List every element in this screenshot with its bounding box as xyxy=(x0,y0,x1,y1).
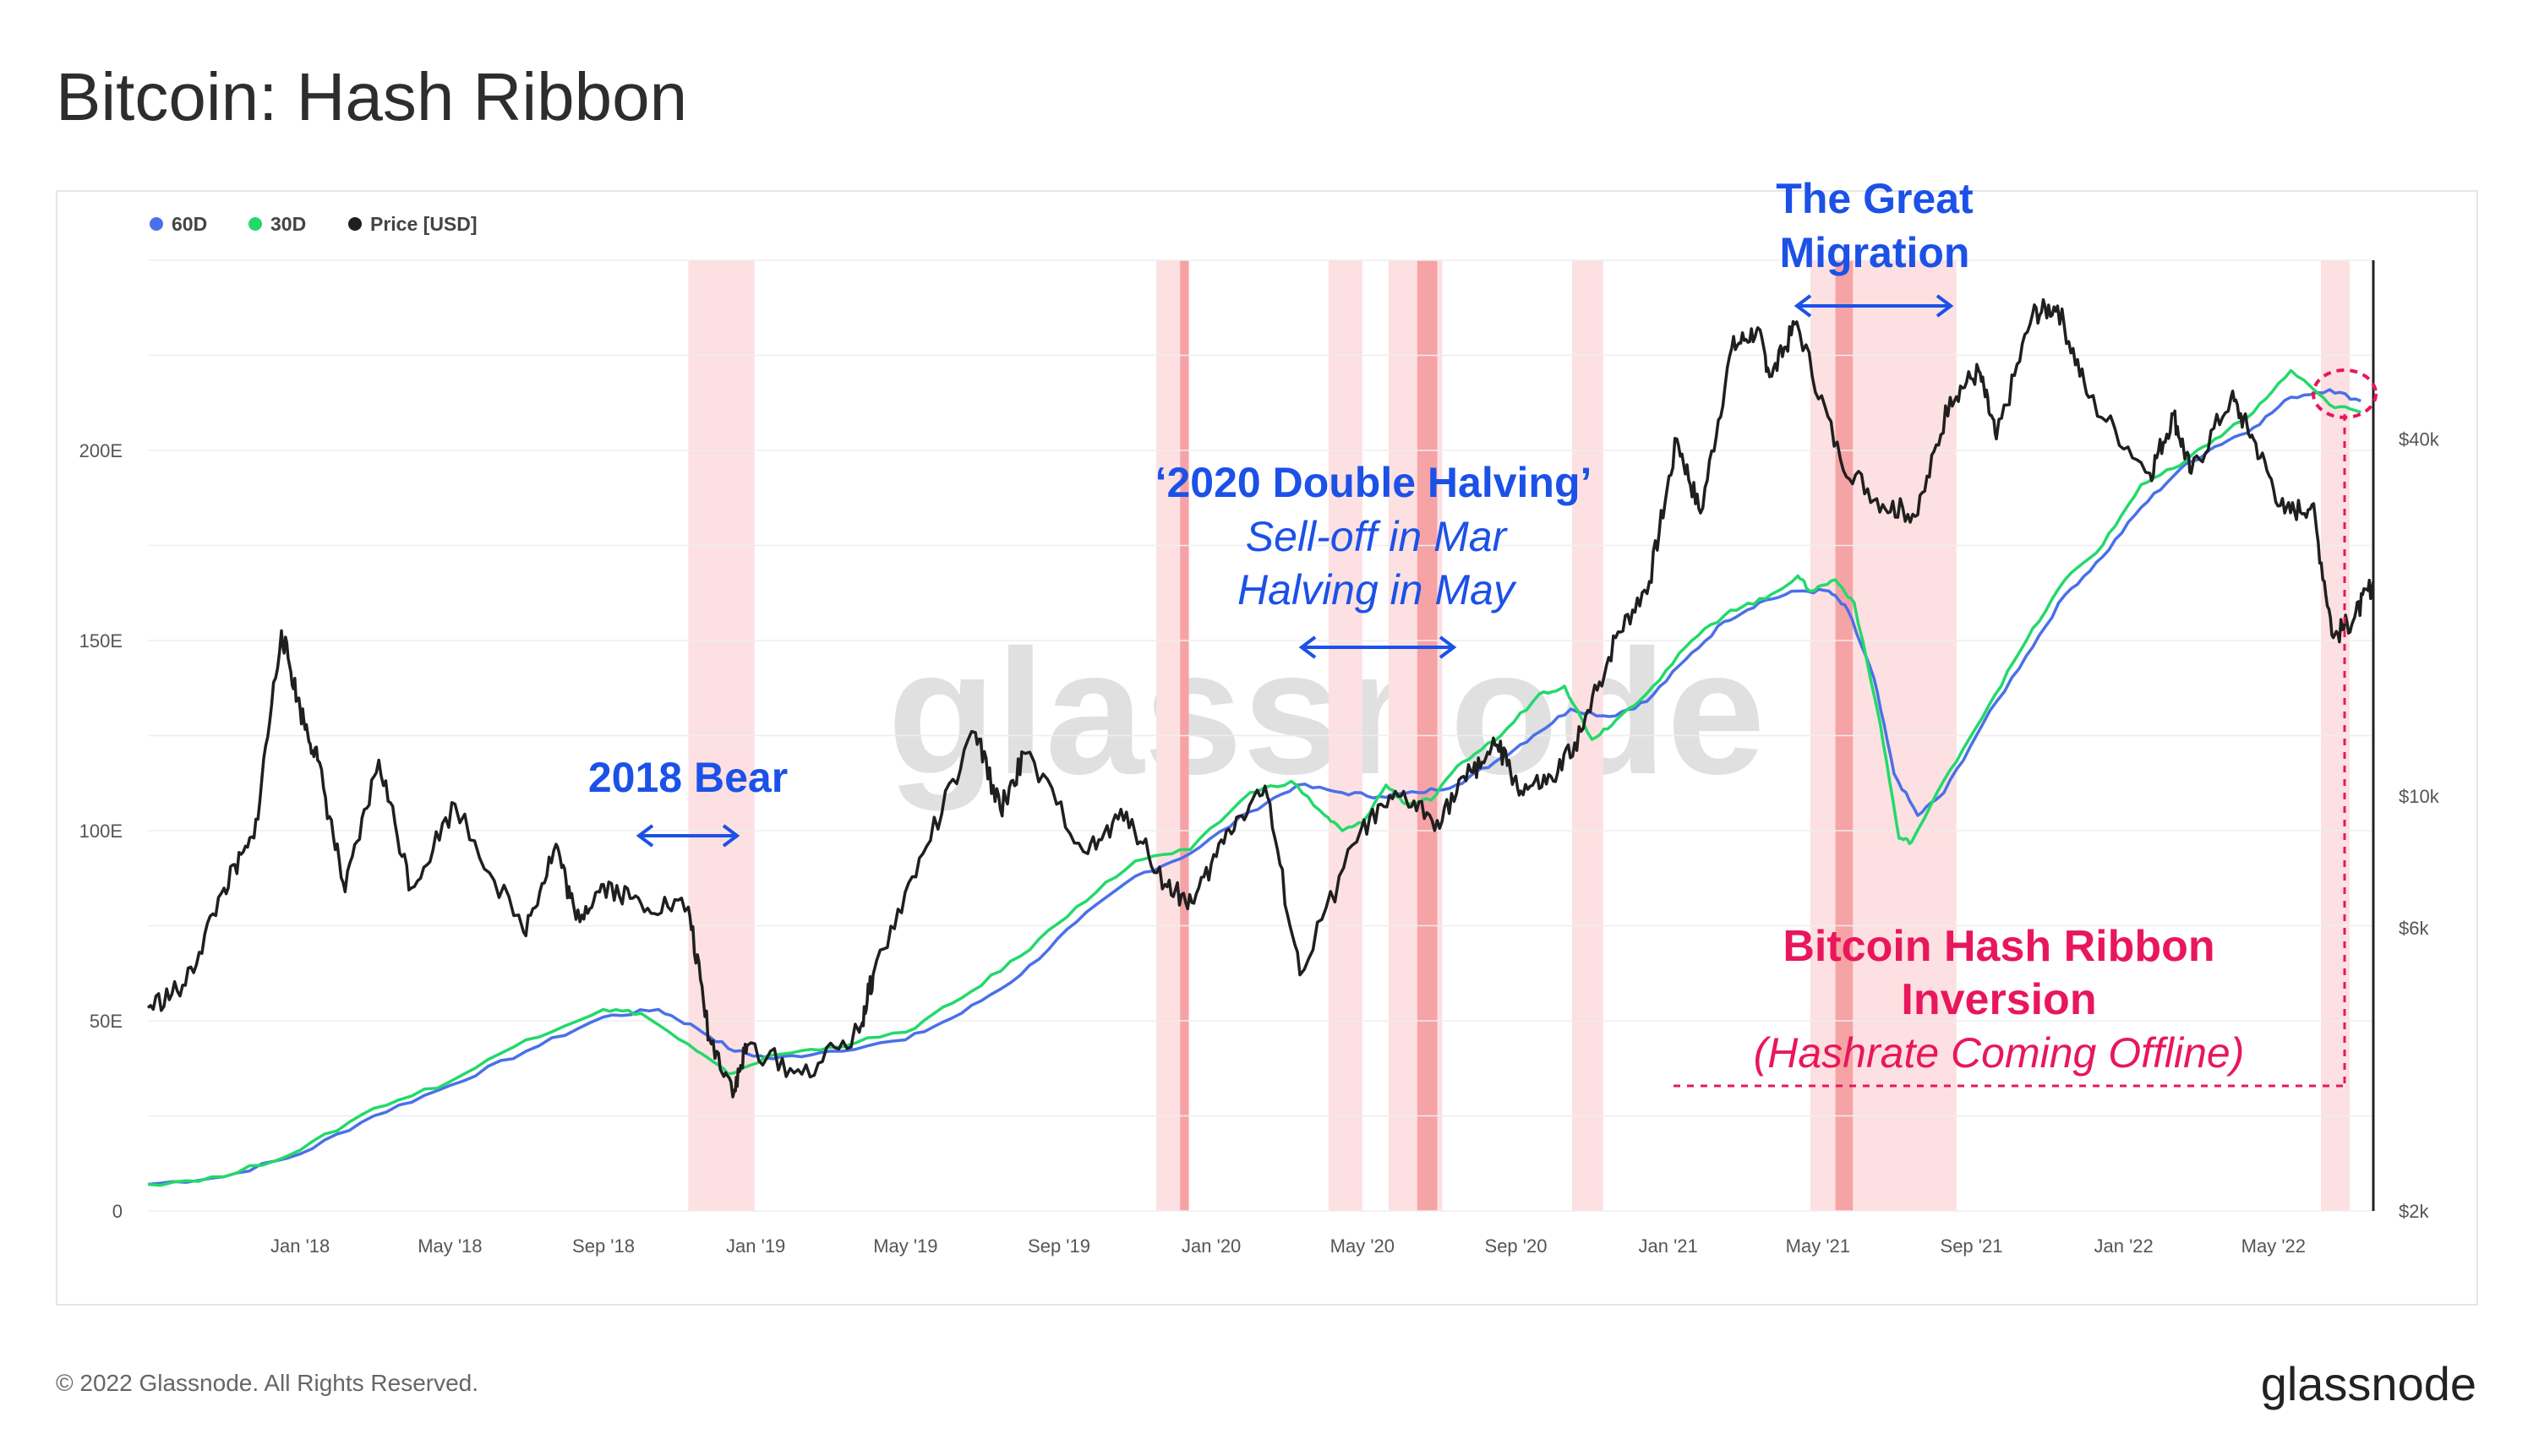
legend-item-60d[interactable]: 60D xyxy=(150,213,207,235)
annotation-2020-halving: ‘2020 Double Halving’ Sell-off in Mar Ha… xyxy=(1155,459,1592,659)
annotation-inversion: Bitcoin Hash Ribbon Inversion (Hashrate … xyxy=(1674,368,2378,1088)
annotation-inversion-line1: Bitcoin Hash Ribbon xyxy=(1783,922,2214,971)
legend-label-30d: 30D xyxy=(270,213,306,235)
copyright-text: © 2022 Glassnode. All Rights Reserved. xyxy=(56,1370,478,1396)
x-tick-label: Sep '19 xyxy=(1028,1235,1090,1257)
x-tick-label: Sep '18 xyxy=(572,1235,635,1257)
legend-dot-60d xyxy=(150,217,163,231)
annotation-inversion-line2: Inversion xyxy=(1901,975,2096,1024)
legend: 60D 30D Price [USD] xyxy=(150,213,478,235)
series-line-30d xyxy=(147,368,2361,1187)
arrow-right-icon xyxy=(1439,635,1457,659)
y-left-tick-label: 0 xyxy=(112,1201,123,1222)
x-tick-label: Sep '20 xyxy=(1485,1235,1548,1257)
annotation-halving-line2: Halving in May xyxy=(1237,566,1517,613)
x-tick-label: Sep '21 xyxy=(1941,1235,2003,1257)
y-right-tick-label: $10k xyxy=(2399,786,2440,807)
grid-lines xyxy=(148,259,2373,1212)
x-tick-label: Jan '18 xyxy=(270,1235,330,1257)
arrow-left-icon xyxy=(1794,294,1812,318)
arrow-left-icon xyxy=(636,824,654,848)
annotation-great-migration: The Great Migration xyxy=(1776,175,1974,318)
legend-item-30d[interactable]: 30D xyxy=(248,213,306,235)
y-left-tick-label: 100E xyxy=(79,821,123,842)
annotation-halving-title: ‘2020 Double Halving’ xyxy=(1155,459,1592,506)
x-tick-label: Jan '22 xyxy=(2094,1235,2154,1257)
annotation-2018-bear: 2018 Bear xyxy=(588,754,788,848)
arrow-left-icon xyxy=(1298,635,1317,659)
x-tick-label: May '18 xyxy=(418,1235,482,1257)
x-tick-label: Jan '20 xyxy=(1182,1235,1241,1257)
legend-item-price[interactable]: Price [USD] xyxy=(348,213,478,235)
arrow-right-icon xyxy=(1936,294,1954,318)
x-tick-label: May '21 xyxy=(1786,1235,1850,1257)
x-tick-label: May '19 xyxy=(873,1235,937,1257)
arrow-right-icon xyxy=(722,824,740,848)
x-tick-label: Jan '21 xyxy=(1639,1235,1698,1257)
legend-dot-price xyxy=(348,217,362,231)
inversion-highlight-circle xyxy=(2312,368,2378,419)
y-left-tick-label: 150E xyxy=(79,630,123,652)
y-left-tick-label: 200E xyxy=(79,440,123,461)
chart-title: Bitcoin: Hash Ribbon xyxy=(56,59,687,134)
y-right-tick-label: $6k xyxy=(2399,918,2429,939)
annotation-migration-line1: The Great xyxy=(1776,175,1974,222)
legend-dot-30d xyxy=(248,217,262,231)
chart-frame xyxy=(56,190,2478,1306)
x-tick-label: May '20 xyxy=(1330,1235,1395,1257)
x-tick-label: May '22 xyxy=(2241,1235,2306,1257)
y-left-tick-label: 50E xyxy=(90,1011,123,1032)
series-line-price-usd xyxy=(146,297,2375,1099)
annotation-inversion-line3: (Hashrate Coming Offline) xyxy=(1754,1029,2245,1077)
annotation-2018-bear-text: 2018 Bear xyxy=(588,754,788,801)
y-right-tick-label: $2k xyxy=(2399,1201,2429,1222)
annotation-halving-line1: Sell-off in Mar xyxy=(1246,513,1509,560)
y-axis-left: 0 50E 100E 150E 200E xyxy=(79,440,123,1222)
y-axis-right: $2k $6k $10k $40k xyxy=(2399,428,2440,1222)
brand-logo: glassnode xyxy=(2261,1357,2476,1410)
x-axis: Jan '18 May '18 Sep '18 Jan '19 May '19 Sep '… xyxy=(270,1235,2306,1257)
y-right-tick-label: $40k xyxy=(2399,428,2440,450)
watermark: glassnode xyxy=(887,613,1766,811)
x-tick-label: Jan '19 xyxy=(726,1235,785,1257)
series-lines xyxy=(146,297,2375,1187)
legend-label-price: Price [USD] xyxy=(370,213,478,235)
annotation-migration-line2: Migration xyxy=(1780,229,1970,276)
legend-label-60d: 60D xyxy=(172,213,207,235)
series-line-60d xyxy=(147,388,2361,1186)
